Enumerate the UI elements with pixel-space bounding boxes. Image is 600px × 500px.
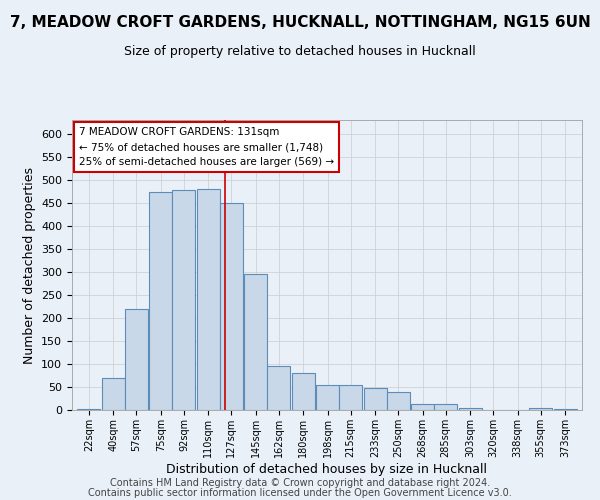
Bar xyxy=(386,392,410,410)
Bar xyxy=(292,373,315,410)
Bar xyxy=(339,384,362,410)
Bar xyxy=(268,366,290,410)
Bar xyxy=(411,404,434,410)
Bar xyxy=(125,308,148,410)
Text: Contains public sector information licensed under the Open Government Licence v3: Contains public sector information licen… xyxy=(88,488,512,498)
Bar xyxy=(316,384,339,410)
Y-axis label: Number of detached properties: Number of detached properties xyxy=(23,166,35,364)
Bar xyxy=(434,404,457,410)
Bar xyxy=(529,408,552,410)
X-axis label: Distribution of detached houses by size in Hucknall: Distribution of detached houses by size … xyxy=(167,462,487,475)
Text: 7, MEADOW CROFT GARDENS, HUCKNALL, NOTTINGHAM, NG15 6UN: 7, MEADOW CROFT GARDENS, HUCKNALL, NOTTI… xyxy=(10,15,590,30)
Bar xyxy=(244,274,268,410)
Bar xyxy=(149,192,172,410)
Bar xyxy=(458,408,482,410)
Text: Contains HM Land Registry data © Crown copyright and database right 2024.: Contains HM Land Registry data © Crown c… xyxy=(110,478,490,488)
Bar xyxy=(220,203,243,410)
Text: Size of property relative to detached houses in Hucknall: Size of property relative to detached ho… xyxy=(124,45,476,58)
Bar xyxy=(364,388,386,410)
Text: 7 MEADOW CROFT GARDENS: 131sqm
← 75% of detached houses are smaller (1,748)
25% : 7 MEADOW CROFT GARDENS: 131sqm ← 75% of … xyxy=(79,128,334,167)
Bar xyxy=(197,189,220,410)
Bar xyxy=(554,408,577,410)
Bar xyxy=(102,378,125,410)
Bar xyxy=(172,190,196,410)
Bar xyxy=(77,408,100,410)
